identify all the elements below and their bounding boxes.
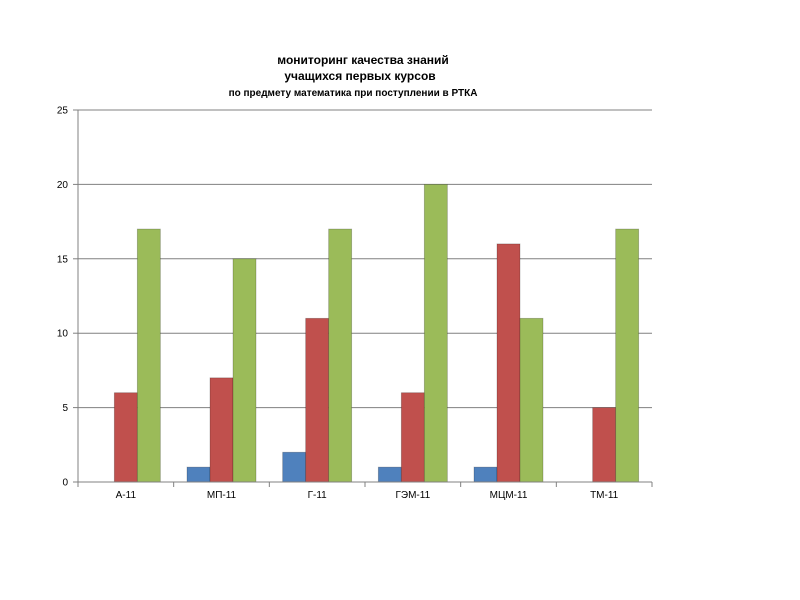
bar-Г-11-s2	[305, 317, 330, 483]
bar-МП-11-s2	[209, 377, 234, 483]
bar-МЦМ-11-s1	[473, 466, 498, 483]
category-label: МП-11	[207, 490, 237, 501]
chart-title-line-1: мониторинг качества знаний	[277, 53, 449, 67]
y-tick-label: 0	[62, 478, 68, 489]
bar-ГЭМ-11-s2	[400, 392, 425, 483]
category-labels: А-11 МП-11 Г-11 ГЭМ-11 МЦМ-11 ТМ-11	[116, 490, 619, 501]
y-tick-label: 15	[57, 254, 69, 265]
bar-МП-11-s1	[186, 466, 211, 483]
y-tick-label: 10	[57, 329, 69, 340]
bar-МЦМ-11-s2	[496, 243, 521, 483]
gridlines	[73, 109, 652, 483]
category-label: ГЭМ-11	[396, 490, 431, 501]
bar-А-11-s3	[136, 228, 161, 483]
bar-А-11-s2	[113, 392, 138, 483]
bar-МЦМ-11-s3	[519, 317, 544, 483]
chart-title: мониторинг качества знаний учащихся перв…	[229, 53, 478, 99]
y-tick-label: 5	[62, 403, 68, 414]
y-tick-labels: 0 5 10 15 20 25	[57, 106, 69, 489]
category-label: Г-11	[308, 490, 328, 501]
chart-title-line-2: учащихся первых курсов	[284, 69, 435, 83]
bar-Г-11-s1	[282, 451, 307, 483]
axes	[77, 110, 653, 487]
bar-ТМ-11-s3	[615, 228, 640, 483]
chart-title-line-3: по предмету математика при поступлении в…	[229, 88, 478, 99]
bar-МП-11-s3	[232, 258, 257, 483]
bar-ГЭМ-11-s1	[377, 466, 402, 483]
bar-Г-11-s3	[328, 228, 353, 483]
y-tick-label: 25	[57, 106, 69, 117]
bar-ТМ-11-s2	[592, 407, 617, 483]
bar-ГЭМ-11-s3	[423, 183, 448, 483]
category-label: ТМ-11	[590, 490, 619, 501]
y-tick-label: 20	[57, 180, 69, 191]
category-label: МЦМ-11	[490, 490, 528, 501]
category-label: А-11	[116, 490, 137, 501]
